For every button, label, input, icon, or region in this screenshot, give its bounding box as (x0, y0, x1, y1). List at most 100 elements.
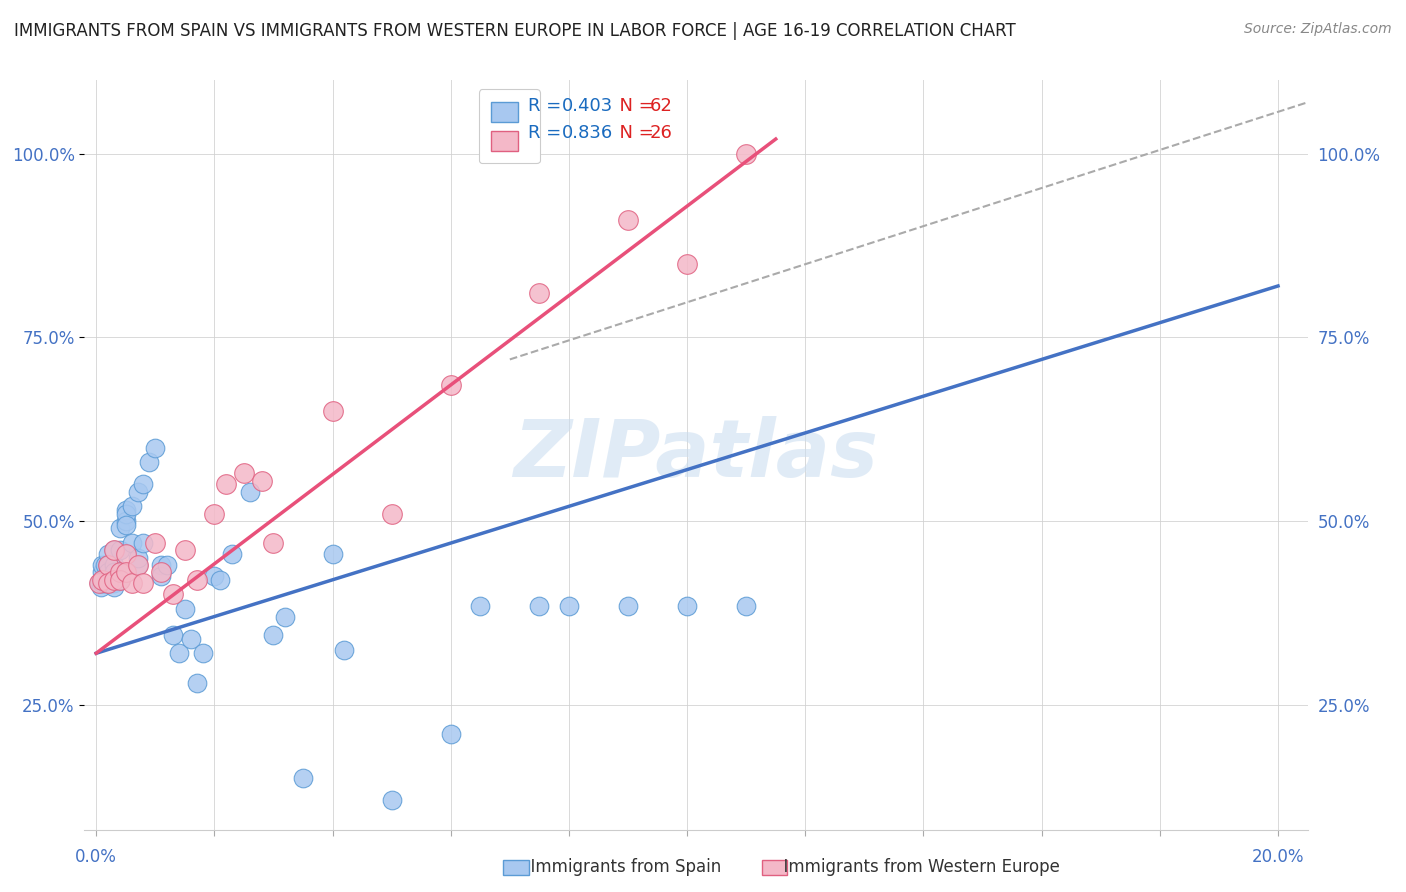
Point (617, 212, 640, 227)
Point (94, 558, 117, 573)
Point (381, 793, 404, 807)
Point (89, 576, 111, 591)
Point (239, 484, 262, 499)
Point (127, 558, 149, 573)
Point (558, 599, 581, 613)
Point (97, 576, 120, 591)
Point (209, 573, 232, 587)
Point (108, 521, 131, 535)
Point (121, 576, 143, 591)
Point (94, 576, 117, 591)
Point (529, 599, 551, 613)
Point (221, 547, 243, 561)
Point (90, 580, 112, 594)
Text: 26: 26 (650, 124, 672, 142)
Point (121, 500, 143, 514)
Point (150, 566, 173, 580)
Point (132, 576, 155, 591)
Point (103, 543, 125, 558)
Point (162, 587, 184, 601)
Point (150, 558, 173, 573)
Point (103, 576, 125, 591)
Text: Immigrants from Western Europe: Immigrants from Western Europe (773, 858, 1060, 876)
Point (108, 543, 131, 558)
Point (250, 474, 273, 488)
Point (100, 576, 122, 591)
Point (97, 576, 120, 591)
Point (232, 467, 254, 481)
Point (617, 599, 640, 613)
Text: 0.0%: 0.0% (76, 848, 117, 866)
Point (470, 599, 492, 613)
Point (127, 550, 149, 565)
Point (292, 771, 315, 785)
Point (322, 404, 344, 418)
Point (138, 455, 160, 469)
Point (108, 573, 131, 587)
Point (132, 477, 155, 491)
Point (735, 599, 758, 613)
Point (91, 558, 114, 573)
Point (333, 642, 356, 657)
Point (381, 507, 404, 521)
Point (186, 675, 208, 690)
Point (89, 576, 111, 591)
Point (97, 547, 120, 561)
Point (180, 632, 202, 646)
Point (103, 543, 125, 558)
Text: ZIPatlas: ZIPatlas (513, 416, 879, 494)
Point (440, 378, 463, 392)
Point (114, 547, 136, 561)
Text: Immigrants from Spain: Immigrants from Spain (520, 858, 721, 876)
Point (173, 543, 195, 558)
Point (150, 569, 173, 583)
Point (91, 573, 114, 587)
Point (103, 558, 125, 573)
Point (202, 569, 225, 583)
Point (108, 566, 131, 580)
Point (202, 507, 225, 521)
Text: IMMIGRANTS FROM SPAIN VS IMMIGRANTS FROM WESTERN EUROPE IN LABOR FORCE | AGE 16-: IMMIGRANTS FROM SPAIN VS IMMIGRANTS FROM… (14, 22, 1015, 40)
Point (262, 628, 284, 642)
Point (262, 536, 284, 550)
Text: N =: N = (607, 96, 659, 115)
Point (322, 547, 344, 561)
Point (529, 286, 551, 301)
FancyBboxPatch shape (762, 860, 787, 875)
Point (114, 566, 136, 580)
Text: 62: 62 (650, 96, 672, 115)
Point (162, 628, 184, 642)
Text: 0.836: 0.836 (561, 124, 613, 142)
Point (108, 566, 131, 580)
Point (676, 257, 699, 271)
Point (97, 558, 120, 573)
Point (108, 573, 131, 587)
Point (127, 558, 149, 573)
Point (114, 507, 136, 521)
Point (127, 484, 149, 499)
Legend: , : , (478, 89, 540, 163)
Point (167, 646, 190, 660)
Point (735, 146, 758, 161)
Point (191, 646, 214, 660)
Point (103, 573, 125, 587)
Text: R =: R = (529, 124, 568, 142)
Point (103, 566, 125, 580)
Point (91, 573, 114, 587)
Point (186, 573, 208, 587)
Point (103, 580, 125, 594)
Text: 0.403: 0.403 (561, 96, 613, 115)
Point (143, 536, 166, 550)
Point (121, 536, 143, 550)
Point (114, 503, 136, 517)
Text: N =: N = (607, 124, 659, 142)
Point (132, 536, 155, 550)
Point (100, 573, 122, 587)
Point (114, 514, 136, 528)
FancyBboxPatch shape (503, 860, 529, 875)
Point (143, 441, 166, 455)
Point (274, 609, 297, 624)
Text: 20.0%: 20.0% (1251, 848, 1305, 866)
Point (156, 558, 179, 573)
Text: Source: ZipAtlas.com: Source: ZipAtlas.com (1244, 22, 1392, 37)
